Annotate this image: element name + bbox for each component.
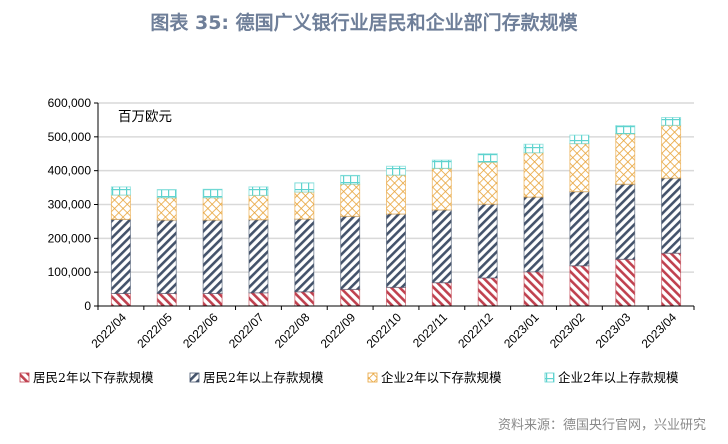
bar-segment	[523, 152, 544, 198]
bar-segment	[202, 197, 223, 221]
bar-segment	[386, 165, 406, 176]
bar-segment	[386, 174, 406, 215]
unit-label: 百万欧元	[118, 109, 172, 125]
legend-swatch	[367, 372, 378, 383]
bar-segment	[110, 218, 131, 294]
x-tick-label: 2022/07	[226, 310, 267, 351]
bar-segment	[431, 167, 452, 211]
bar-segment	[615, 258, 636, 307]
y-tick-label: 100,000	[48, 265, 92, 279]
bar-segment	[477, 153, 498, 163]
x-tick-label: 2023/02	[547, 310, 588, 351]
bar-segment	[202, 292, 223, 307]
bar-segment	[248, 194, 269, 221]
bar-segment	[248, 219, 269, 294]
bar-segment	[340, 174, 361, 185]
bar-segment	[156, 189, 177, 199]
source-note: 资料来源：德国央行官网，兴业研究	[497, 418, 706, 433]
x-tick-label: 2023/03	[593, 310, 634, 351]
legend-label: 企业2年以下存款规模	[381, 370, 502, 385]
x-tick-label: 2022/05	[134, 310, 175, 351]
bar-segment	[431, 209, 452, 284]
bar-segment	[523, 196, 544, 273]
y-tick-label: 300,000	[48, 198, 92, 212]
bar-segment	[431, 159, 452, 169]
legend-swatch	[544, 372, 555, 383]
legend-label: 居民2年以下存款规模	[33, 370, 154, 385]
bar-segment	[340, 215, 361, 290]
bar-segment	[156, 197, 177, 221]
bar-segment	[477, 277, 498, 307]
bar-segment	[569, 265, 590, 307]
y-tick-label: 400,000	[48, 164, 92, 178]
bar-segment	[202, 219, 223, 294]
chart-title: 图表 35: 德国广义银行业居民和企业部门存款规模	[150, 12, 578, 34]
x-tick-label: 2023/04	[639, 310, 680, 351]
bar-segment	[523, 271, 544, 307]
bar-segment	[661, 117, 682, 126]
bar-segment	[386, 286, 406, 307]
legend-swatch	[189, 372, 200, 383]
y-tick-label: 600,000	[48, 96, 92, 110]
bar-segment	[615, 125, 636, 135]
y-tick-label: 500,000	[48, 130, 92, 144]
bar-segment	[294, 218, 315, 293]
bar-segment	[523, 143, 544, 154]
bar-segment	[156, 292, 177, 307]
bar-segment	[294, 182, 315, 193]
bar-segment	[248, 186, 269, 196]
bar-segment	[340, 288, 361, 307]
x-tick-label: 2022/04	[88, 310, 129, 351]
bar-segment	[110, 186, 131, 196]
bar-segment	[661, 177, 682, 254]
legend-swatch	[19, 372, 30, 383]
bar-segment	[294, 191, 315, 220]
x-tick-label: 2022/11	[410, 310, 450, 350]
bar-segment	[202, 188, 223, 199]
x-tick-label: 2022/06	[180, 310, 221, 351]
legend-label: 居民2年以上存款规模	[203, 370, 324, 385]
legend-label: 企业2年以上存款规模	[558, 370, 679, 385]
bar-segment	[569, 134, 590, 145]
bar-segment	[477, 161, 498, 205]
x-tick-label: 2022/10	[364, 310, 405, 351]
bar-segment	[156, 219, 177, 294]
bar-segment	[248, 292, 269, 307]
bar-segment	[661, 124, 682, 179]
y-tick-label: 200,000	[48, 231, 92, 245]
x-tick-label: 2022/09	[318, 310, 359, 351]
x-tick-label: 2022/08	[272, 310, 313, 351]
bar-segment	[386, 213, 406, 288]
bar-segment	[615, 133, 636, 185]
bar-segment	[294, 291, 315, 307]
bar-segment	[431, 282, 452, 307]
bar-segment	[569, 143, 590, 193]
bar-segment	[661, 252, 682, 307]
bar-segment	[615, 183, 636, 260]
bar-segment	[110, 292, 131, 307]
x-tick-label: 2023/01	[501, 310, 542, 351]
bar-segment	[569, 191, 590, 267]
bar-segment	[477, 203, 498, 279]
y-tick-label: 0	[84, 299, 91, 313]
bar-segment	[110, 194, 131, 220]
bar-segment	[340, 183, 361, 217]
x-tick-label: 2022/12	[455, 310, 496, 351]
